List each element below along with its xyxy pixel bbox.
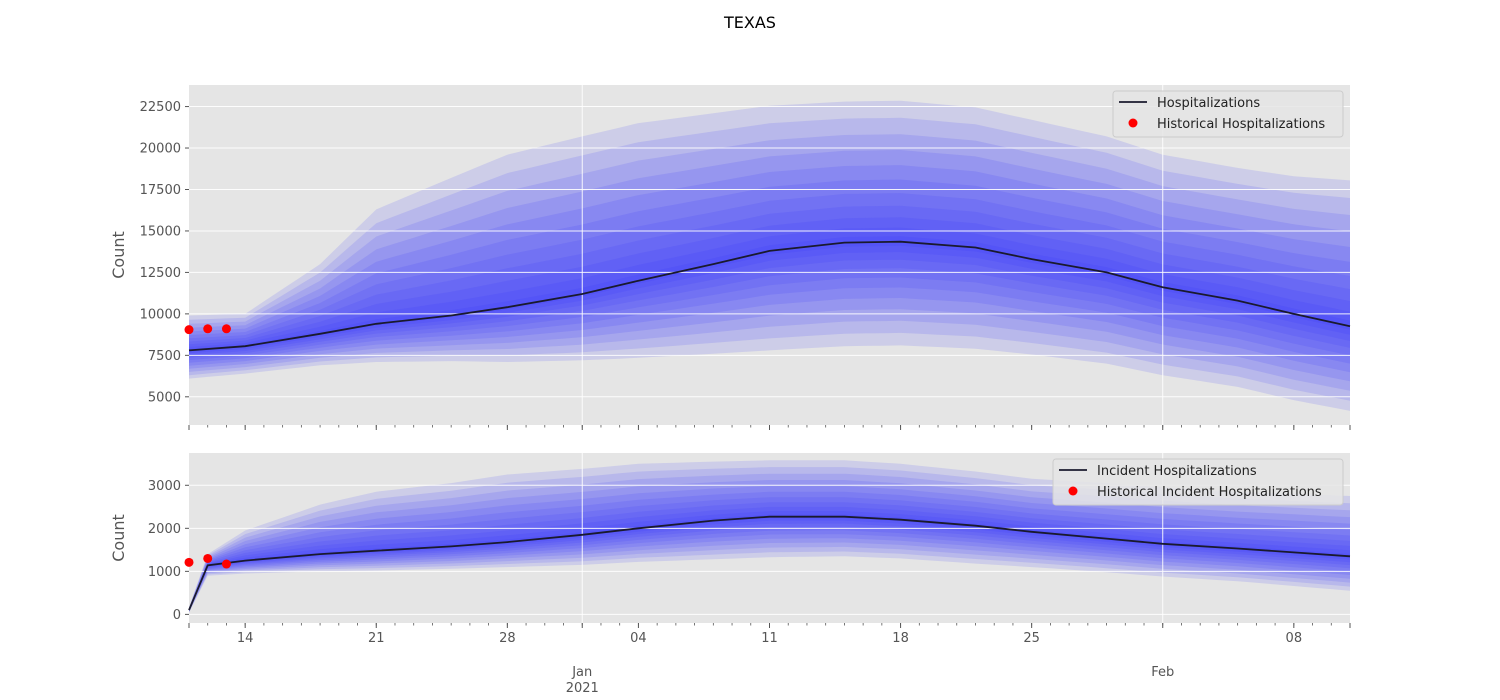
x-axis-ticks bbox=[188, 623, 1351, 628]
legend-dot-swatch bbox=[1128, 118, 1138, 128]
forecast-band-2 bbox=[189, 117, 1350, 401]
forecast-band-5 bbox=[189, 165, 1350, 373]
forecast-band-7 bbox=[189, 193, 1350, 361]
incident-hospitalizations-panel: 0 1000 2000 3000 Count Incident Hospitaliza… bbox=[109, 453, 1351, 628]
y-tick-label: 15000 bbox=[140, 224, 181, 239]
y-tick-label: 1000 bbox=[148, 565, 181, 580]
legend: Hospitalizations Historical Hospitalizat… bbox=[1112, 90, 1344, 138]
x-tick-label: 28 bbox=[499, 631, 516, 646]
median-line bbox=[188, 515, 1351, 611]
y-tick-label: 22500 bbox=[140, 100, 181, 115]
forecast-band-5 bbox=[189, 486, 1350, 612]
plot-area-background bbox=[189, 85, 1350, 425]
forecast-band-3 bbox=[189, 134, 1350, 391]
forecast-band-9 bbox=[189, 217, 1350, 356]
x-tick-label: 21 bbox=[368, 631, 385, 646]
legend-label-historical-incident-hospitalizations: Historical Incident Hospitalizations bbox=[1097, 485, 1322, 500]
forecast-band-6 bbox=[189, 179, 1350, 364]
historical-point bbox=[184, 325, 194, 335]
x-year-label: 2021 bbox=[566, 681, 599, 696]
y-axis-ticks: 5000 7500 10000 12500 15000 17500 20000 22500 bbox=[140, 100, 189, 405]
x-tick-label: 14 bbox=[237, 631, 254, 646]
historical-points bbox=[184, 553, 231, 569]
y-axis-label: Count bbox=[109, 231, 128, 279]
forecast-band-6 bbox=[189, 491, 1350, 612]
forecast-band-10 bbox=[189, 511, 1350, 611]
y-tick-label: 10000 bbox=[140, 307, 181, 322]
y-tick-label: 5000 bbox=[148, 390, 181, 405]
y-tick-label: 2000 bbox=[148, 522, 181, 537]
x-tick-label: 11 bbox=[761, 631, 778, 646]
forecast-band-11 bbox=[189, 236, 1350, 352]
historical-point bbox=[221, 559, 231, 569]
forecast-band-8 bbox=[189, 205, 1350, 358]
x-axis-ticks bbox=[188, 425, 1351, 430]
forecast-band-4 bbox=[189, 150, 1350, 382]
y-axis-ticks: 0 1000 2000 3000 bbox=[148, 479, 189, 623]
x-tick-label: 04 bbox=[630, 631, 647, 646]
y-axis-label: Count bbox=[109, 514, 128, 562]
y-tick-label: 0 bbox=[173, 608, 181, 623]
y-tick-label: 12500 bbox=[140, 266, 181, 281]
hospitalizations-panel: 5000 7500 10000 12500 15000 17500 20000 22500 C… bbox=[109, 85, 1351, 430]
legend-dot-swatch bbox=[1068, 486, 1078, 496]
x-tick-label: 25 bbox=[1023, 631, 1040, 646]
forecast-band-4 bbox=[189, 480, 1350, 612]
historical-point bbox=[203, 324, 213, 334]
forecast-band-10 bbox=[189, 227, 1350, 354]
legend-label-hospitalizations: Hospitalizations bbox=[1157, 96, 1260, 111]
legend-box bbox=[1052, 458, 1344, 506]
y-tick-label: 17500 bbox=[140, 183, 181, 198]
historical-points bbox=[184, 324, 231, 335]
x-month-label: Feb bbox=[1151, 665, 1174, 680]
x-tick-label: 08 bbox=[1286, 631, 1303, 646]
forecast-band-8 bbox=[189, 502, 1350, 611]
figure-title: TEXAS bbox=[723, 13, 776, 32]
forecast-band-1 bbox=[189, 100, 1350, 411]
forecast-band-7 bbox=[189, 497, 1350, 611]
historical-point bbox=[184, 557, 194, 567]
legend-label-historical-hospitalizations: Historical Hospitalizations bbox=[1157, 117, 1325, 132]
forecast-band-3 bbox=[189, 473, 1350, 613]
forecast-bands bbox=[189, 100, 1350, 411]
y-tick-label: 3000 bbox=[148, 479, 181, 494]
median-line bbox=[188, 240, 1351, 352]
legend-label-incident-hospitalizations: Incident Hospitalizations bbox=[1097, 464, 1257, 479]
historical-point bbox=[221, 324, 231, 334]
historical-point bbox=[203, 553, 213, 563]
legend: Incident Hospitalizations Historical Inc… bbox=[1052, 458, 1344, 506]
x-tick-label: 18 bbox=[892, 631, 909, 646]
y-tick-label: 20000 bbox=[140, 142, 181, 157]
forecast-band-9 bbox=[189, 506, 1350, 611]
y-tick-label: 7500 bbox=[148, 349, 181, 364]
legend-box bbox=[1112, 90, 1344, 138]
x-month-label: Jan bbox=[571, 665, 592, 680]
